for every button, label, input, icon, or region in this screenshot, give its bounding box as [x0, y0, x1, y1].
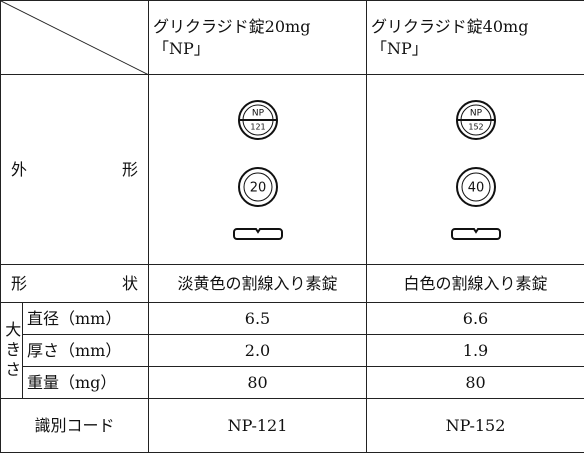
id-code: NP-152 [367, 399, 584, 453]
weight: 80 [367, 367, 584, 399]
pill-drawing: NP 121 20 [198, 76, 318, 264]
diameter: 6.6 [367, 303, 584, 335]
thickness: 1.9 [367, 335, 584, 367]
row-label: 外 形 [1, 75, 149, 265]
row-label: 識別コード [1, 399, 149, 453]
product-header: グリクラジド錠20mg「NP」 [149, 1, 367, 75]
corner-cell [1, 1, 149, 75]
weight: 80 [149, 367, 367, 399]
pill-cell: NP 121 20 [149, 75, 367, 265]
id-code: NP-121 [149, 399, 367, 453]
pill-cell: NP 152 40 [367, 75, 584, 265]
imprint-top: NP [469, 108, 482, 118]
row-label: 形 状 [1, 265, 149, 303]
diagonal [1, 1, 149, 75]
imprint-top: NP [251, 108, 264, 118]
imprint-face: 40 [467, 180, 484, 195]
product-suffix: 「NP」 [153, 38, 362, 60]
row-label: 重量（mg） [23, 367, 149, 399]
diameter: 6.5 [149, 303, 367, 335]
product-name: グリクラジド錠20mg [153, 16, 362, 38]
shape: 淡黄色の割線入り素錠 [149, 265, 367, 303]
imprint-code: 121 [250, 122, 265, 131]
product-name: グリクラジド錠40mg [371, 16, 580, 38]
row-group-label: 大きさ [1, 303, 23, 399]
imprint-face: 20 [249, 180, 266, 195]
imprint-code: 152 [468, 122, 483, 131]
row-label: 厚さ（mm） [23, 335, 149, 367]
pill-drawing: NP 152 40 [416, 76, 536, 264]
product-suffix: 「NP」 [371, 38, 580, 60]
product-header: グリクラジド錠40mg「NP」 [367, 1, 584, 75]
thickness: 2.0 [149, 335, 367, 367]
row-label: 直径（mm） [23, 303, 149, 335]
shape: 白色の割線入り素錠 [367, 265, 584, 303]
